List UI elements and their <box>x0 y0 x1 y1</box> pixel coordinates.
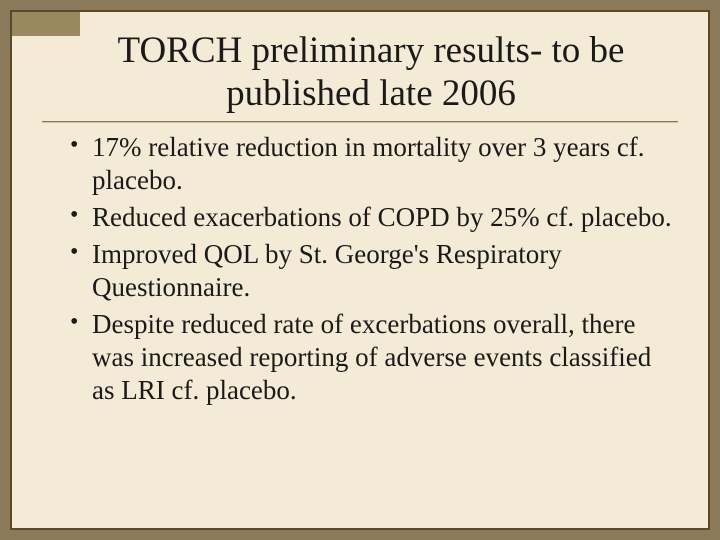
bullet-item: 17% relative reduction in mortality over… <box>68 131 678 197</box>
slide-frame: TORCH preliminary results- to be publish… <box>10 10 710 530</box>
bullet-item: Improved QOL by St. George's Respiratory… <box>68 238 678 304</box>
corner-accent <box>12 12 80 36</box>
bullet-item: Reduced exacerbations of COPD by 25% cf.… <box>68 201 678 234</box>
bullet-item: Despite reduced rate of excerbations ove… <box>68 308 678 407</box>
title-underline <box>42 121 678 123</box>
bullet-list: 17% relative reduction in mortality over… <box>64 131 678 407</box>
slide-title: TORCH preliminary results- to be publish… <box>64 30 678 115</box>
